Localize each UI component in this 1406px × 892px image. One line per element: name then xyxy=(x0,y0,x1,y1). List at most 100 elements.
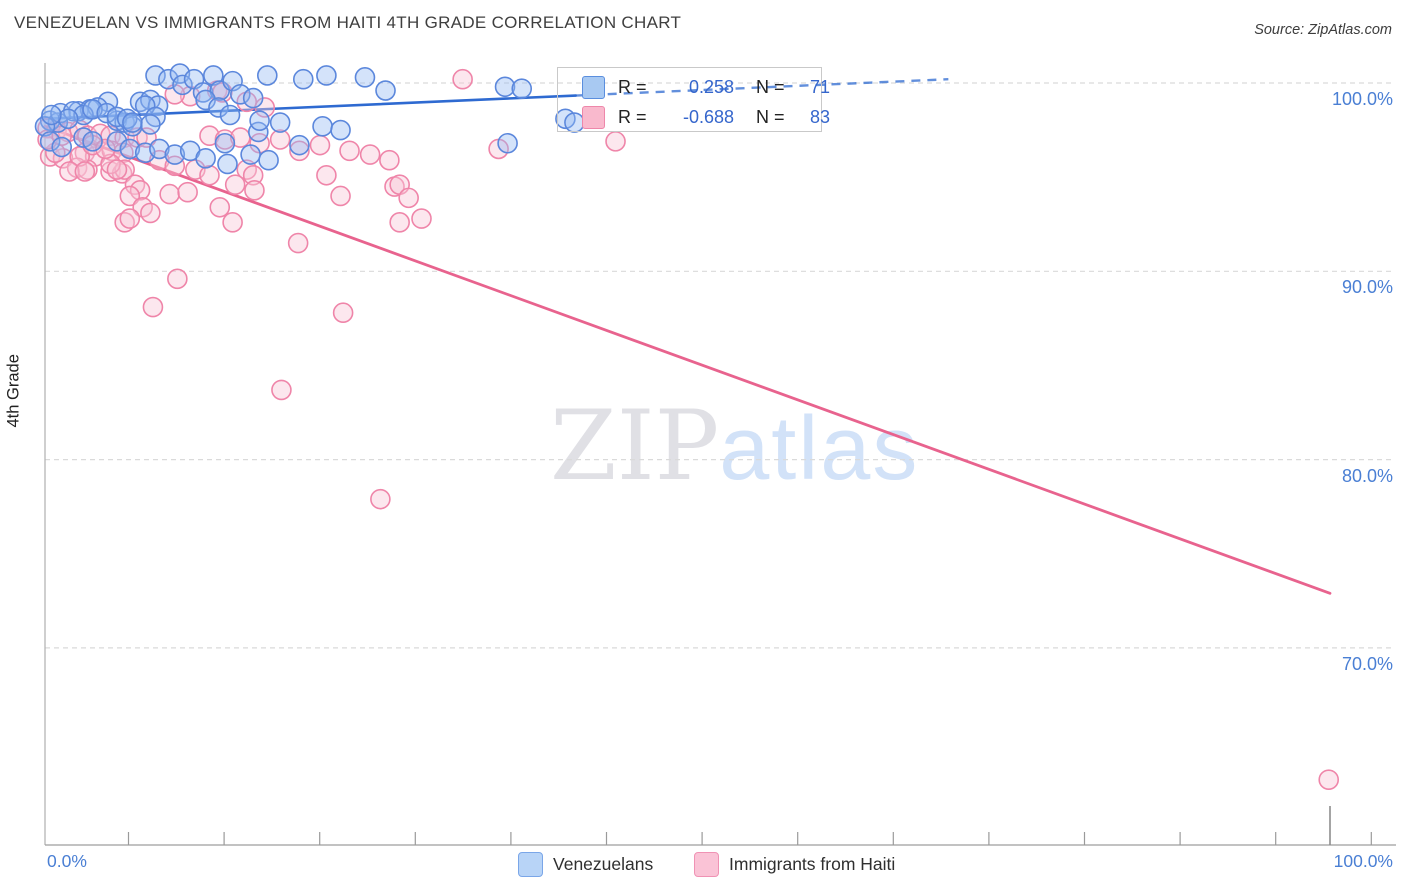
data-point-venezuelans[interactable] xyxy=(106,131,128,152)
data-point-haiti[interactable] xyxy=(1318,769,1340,791)
data-point-haiti[interactable] xyxy=(59,161,80,182)
data-point-haiti[interactable] xyxy=(74,161,96,182)
n-label: N = xyxy=(756,76,785,97)
data-point-haiti[interactable] xyxy=(244,180,265,201)
data-point-haiti[interactable] xyxy=(89,123,111,145)
zipatlas-watermark: ZIPatlas xyxy=(550,398,919,494)
data-point-venezuelans[interactable] xyxy=(195,89,216,111)
y-tick-label-100: 100.0% xyxy=(1331,89,1393,109)
watermark-atlas-text: atlas xyxy=(719,399,920,499)
data-point-haiti[interactable] xyxy=(605,131,626,152)
data-point-haiti[interactable] xyxy=(224,174,246,195)
data-point-venezuelans[interactable] xyxy=(240,144,261,165)
data-point-haiti[interactable] xyxy=(316,164,337,186)
legend-label-haiti: Immigrants from Haiti xyxy=(729,854,896,874)
data-point-haiti[interactable] xyxy=(164,155,186,177)
r-label: R = xyxy=(618,106,647,127)
data-point-haiti[interactable] xyxy=(359,144,381,165)
data-point-venezuelans[interactable] xyxy=(39,131,61,152)
r-value-venezuelans: 0.258 xyxy=(688,76,734,97)
data-point-venezuelans[interactable] xyxy=(34,116,56,137)
data-point-haiti[interactable] xyxy=(452,68,473,90)
data-point-venezuelans[interactable] xyxy=(257,65,278,86)
data-point-venezuelans[interactable] xyxy=(316,65,337,86)
data-point-venezuelans[interactable] xyxy=(354,67,376,88)
data-point-haiti[interactable] xyxy=(398,187,419,209)
x-axis-max-label: 100.0% xyxy=(1333,851,1393,871)
data-point-venezuelans[interactable] xyxy=(106,106,128,128)
data-point-haiti[interactable] xyxy=(309,134,331,156)
data-point-venezuelans[interactable] xyxy=(219,104,241,126)
data-point-haiti[interactable] xyxy=(339,140,360,162)
data-point-venezuelans[interactable] xyxy=(242,87,264,109)
data-point-venezuelans[interactable] xyxy=(312,116,333,137)
data-point-haiti[interactable] xyxy=(389,212,410,233)
data-point-haiti[interactable] xyxy=(142,296,164,318)
data-point-venezuelans[interactable] xyxy=(494,76,516,98)
data-point-haiti[interactable] xyxy=(269,129,291,150)
data-point-haiti[interactable] xyxy=(100,153,121,175)
data-point-haiti[interactable] xyxy=(95,138,116,160)
n-label: N = xyxy=(756,106,785,127)
data-point-venezuelans[interactable] xyxy=(172,74,193,96)
haiti-legend-swatch-icon xyxy=(694,852,719,877)
data-point-haiti[interactable] xyxy=(140,202,161,224)
data-point-venezuelans[interactable] xyxy=(51,136,73,158)
data-point-haiti[interactable] xyxy=(330,185,351,207)
data-point-haiti[interactable] xyxy=(379,149,400,171)
data-point-haiti[interactable] xyxy=(209,196,231,218)
data-point-haiti[interactable] xyxy=(370,488,391,510)
legend-label-venezuelans: Venezuelans xyxy=(553,854,654,874)
data-point-venezuelans[interactable] xyxy=(269,112,291,133)
data-point-venezuelans[interactable] xyxy=(511,78,533,99)
data-point-venezuelans[interactable] xyxy=(230,83,251,105)
bottom-legend: Venezuelans Immigrants from Haiti xyxy=(0,852,1406,882)
data-point-venezuelans[interactable] xyxy=(57,108,79,130)
data-point-venezuelans[interactable] xyxy=(203,65,224,86)
data-point-venezuelans[interactable] xyxy=(134,95,156,116)
data-point-venezuelans[interactable] xyxy=(145,65,166,86)
data-point-venezuelans[interactable] xyxy=(41,104,62,126)
data-point-haiti[interactable] xyxy=(411,208,432,229)
data-point-venezuelans[interactable] xyxy=(119,138,141,160)
data-point-haiti[interactable] xyxy=(289,140,310,162)
data-point-haiti[interactable] xyxy=(119,208,141,229)
data-point-venezuelans[interactable] xyxy=(217,153,238,175)
data-point-venezuelans[interactable] xyxy=(122,112,143,133)
data-point-venezuelans[interactable] xyxy=(140,114,161,135)
n-value-haiti: 83 xyxy=(809,106,830,127)
y-tick-label-90: 90.0% xyxy=(1341,277,1393,297)
data-point-venezuelans[interactable] xyxy=(258,149,279,171)
data-point-haiti[interactable] xyxy=(236,159,258,180)
data-point-venezuelans[interactable] xyxy=(195,148,216,169)
data-point-venezuelans[interactable] xyxy=(292,68,314,90)
data-point-haiti[interactable] xyxy=(179,85,201,107)
data-point-venezuelans[interactable] xyxy=(330,119,351,141)
stats-row-haiti: R = -0.688 N = 83 xyxy=(582,105,830,129)
data-point-haiti[interactable] xyxy=(287,232,309,254)
data-point-haiti[interactable] xyxy=(177,181,198,203)
data-point-venezuelans[interactable] xyxy=(497,132,518,154)
data-point-venezuelans[interactable] xyxy=(82,131,103,152)
data-point-haiti[interactable] xyxy=(242,164,264,186)
data-point-venezuelans[interactable] xyxy=(214,132,236,154)
data-point-haiti[interactable] xyxy=(332,302,354,324)
page-title: VENEZUELAN VS IMMIGRANTS FROM HAITI 4TH … xyxy=(14,13,682,32)
data-point-haiti[interactable] xyxy=(271,379,292,401)
data-point-haiti[interactable] xyxy=(167,268,188,290)
data-point-venezuelans[interactable] xyxy=(164,144,186,165)
data-point-venezuelans[interactable] xyxy=(208,97,229,118)
data-point-haiti[interactable] xyxy=(106,159,128,180)
haiti-trend-line xyxy=(43,124,1332,595)
data-point-haiti[interactable] xyxy=(129,180,151,201)
data-point-venezuelans[interactable] xyxy=(249,110,270,131)
data-point-haiti[interactable] xyxy=(199,164,220,186)
data-point-venezuelans[interactable] xyxy=(149,138,170,160)
data-point-venezuelans[interactable] xyxy=(289,134,310,156)
data-point-haiti[interactable] xyxy=(159,183,180,205)
data-point-haiti[interactable] xyxy=(222,212,243,233)
data-point-haiti[interactable] xyxy=(136,127,157,148)
data-point-haiti[interactable] xyxy=(119,185,141,207)
data-point-venezuelans[interactable] xyxy=(375,80,396,101)
